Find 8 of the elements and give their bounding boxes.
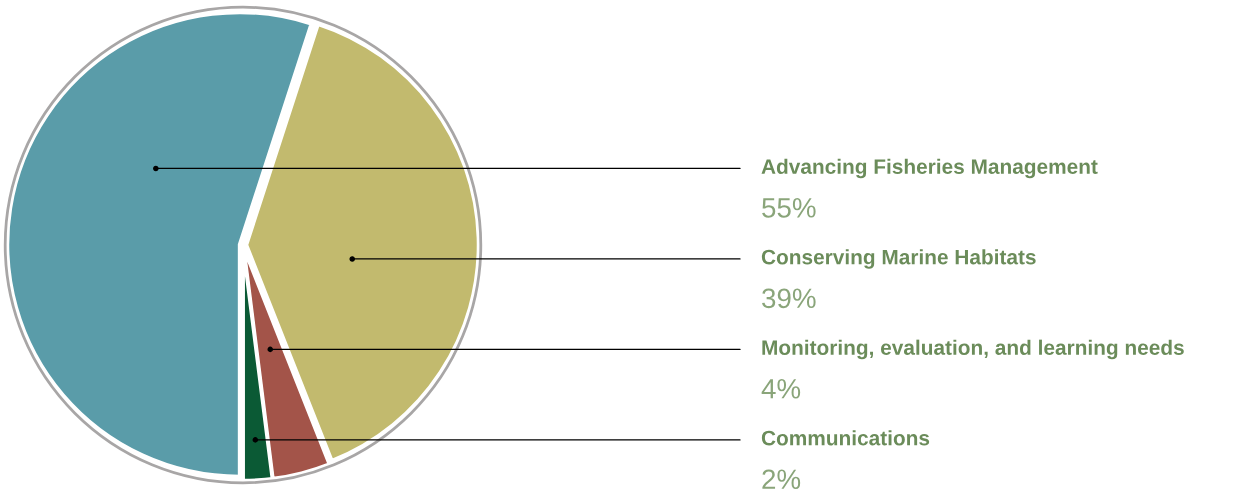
data-label: 55% — [762, 198, 816, 218]
slice-label: Advancing Fisheries Management — [761, 158, 1098, 179]
data-label: 39% — [762, 288, 816, 309]
data-label: 4% — [761, 379, 801, 399]
slice-label: Communications — [761, 430, 930, 446]
data-label: 2% — [762, 469, 801, 489]
slice-label: Monitoring, evaluation, and learning needs — [762, 339, 1184, 360]
slice-label: Conserving Marine Habitats — [761, 249, 1036, 269]
